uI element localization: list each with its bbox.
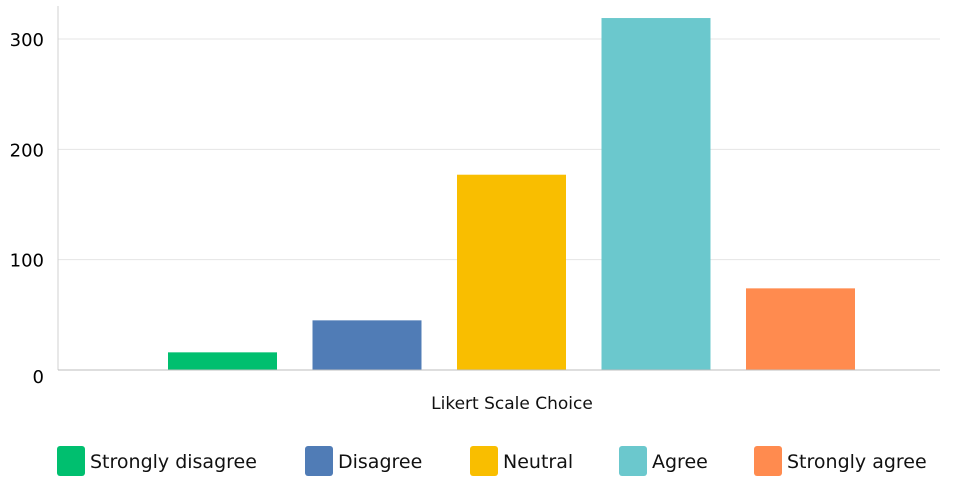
bars: [168, 18, 855, 370]
legend: Strongly disagree Disagree Neutral Agree Str…: [57, 446, 927, 476]
legend-label: Agree: [652, 451, 708, 473]
bar-neutral: [457, 174, 566, 370]
legend-swatch-agree: [619, 446, 647, 476]
bar-strongly-agree: [746, 288, 855, 370]
legend-label: Strongly disagree: [90, 451, 257, 473]
y-tick-label: 0: [33, 367, 44, 388]
bar-disagree: [312, 320, 422, 370]
legend-swatch-strongly-agree: [754, 446, 782, 476]
legend-label: Strongly agree: [787, 451, 927, 473]
bar-agree: [601, 18, 711, 370]
x-axis-label: Likert Scale Choice: [431, 394, 593, 414]
y-tick-label: 100: [10, 251, 44, 272]
y-tick-label: 300: [10, 30, 44, 51]
legend-label: Neutral: [503, 451, 573, 473]
bar-strongly-disagree: [168, 352, 277, 370]
legend-swatch-disagree: [305, 446, 333, 476]
legend-swatch-strongly-disagree: [57, 446, 85, 476]
legend-label: Disagree: [338, 451, 422, 473]
y-tick-label: 200: [10, 140, 44, 161]
y-tick-labels: 0 100 200 300: [10, 30, 44, 388]
legend-swatch-neutral: [470, 446, 498, 476]
